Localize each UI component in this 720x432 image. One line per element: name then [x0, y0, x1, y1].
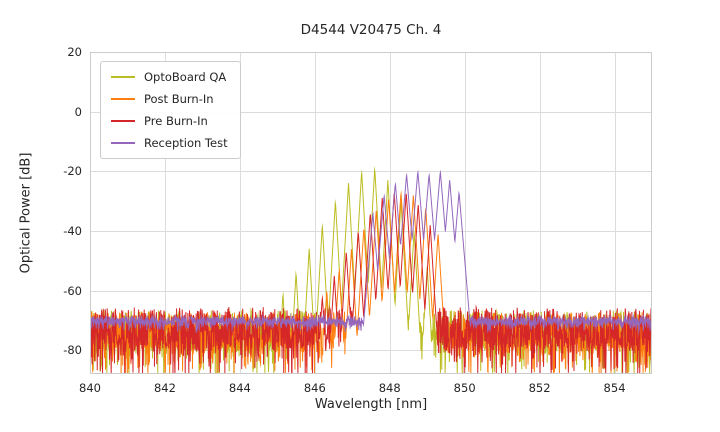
x-tick-label: 854 — [603, 381, 626, 395]
y-tick-label: 0 — [74, 104, 82, 119]
plot-area: OptoBoard QA Post Burn-In Pre Burn-In Recep… — [90, 52, 652, 374]
legend-label: OptoBoard QA — [144, 70, 227, 84]
legend-line-swatch — [111, 142, 135, 144]
legend-label: Post Burn-In — [144, 92, 214, 106]
y-tick-label: 20 — [67, 45, 82, 59]
chart-title: D4544 V20475 Ch. 4 — [300, 22, 442, 38]
x-tick-label: 840 — [79, 381, 101, 395]
legend-label: Pre Burn-In — [144, 114, 208, 128]
legend-item: Reception Test — [111, 136, 228, 150]
x-axis-label: Wavelength [nm] — [314, 397, 428, 412]
legend-line-swatch — [111, 98, 135, 100]
x-tick-label: 850 — [453, 381, 476, 395]
x-tick-label: 846 — [303, 381, 326, 395]
legend: OptoBoard QA Post Burn-In Pre Burn-In Recep… — [100, 61, 241, 159]
x-tick-label: 852 — [528, 381, 551, 395]
legend-label: Reception Test — [144, 136, 228, 150]
x-tick-label: 844 — [228, 381, 251, 395]
y-tick-label: -40 — [63, 223, 82, 238]
y-tick-label: -80 — [63, 343, 82, 358]
legend-item: Pre Burn-In — [111, 114, 228, 128]
x-tick-label: 842 — [153, 381, 176, 395]
legend-line-swatch — [111, 76, 135, 78]
y-axis-label: Optical Power [dB] — [18, 152, 34, 274]
legend-item: Post Burn-In — [111, 92, 228, 106]
y-tick-label: -20 — [63, 164, 82, 179]
legend-item: OptoBoard QA — [111, 70, 228, 84]
y-tick-label: -60 — [63, 283, 82, 298]
x-tick-label: 848 — [378, 381, 401, 395]
legend-line-swatch — [111, 120, 135, 122]
